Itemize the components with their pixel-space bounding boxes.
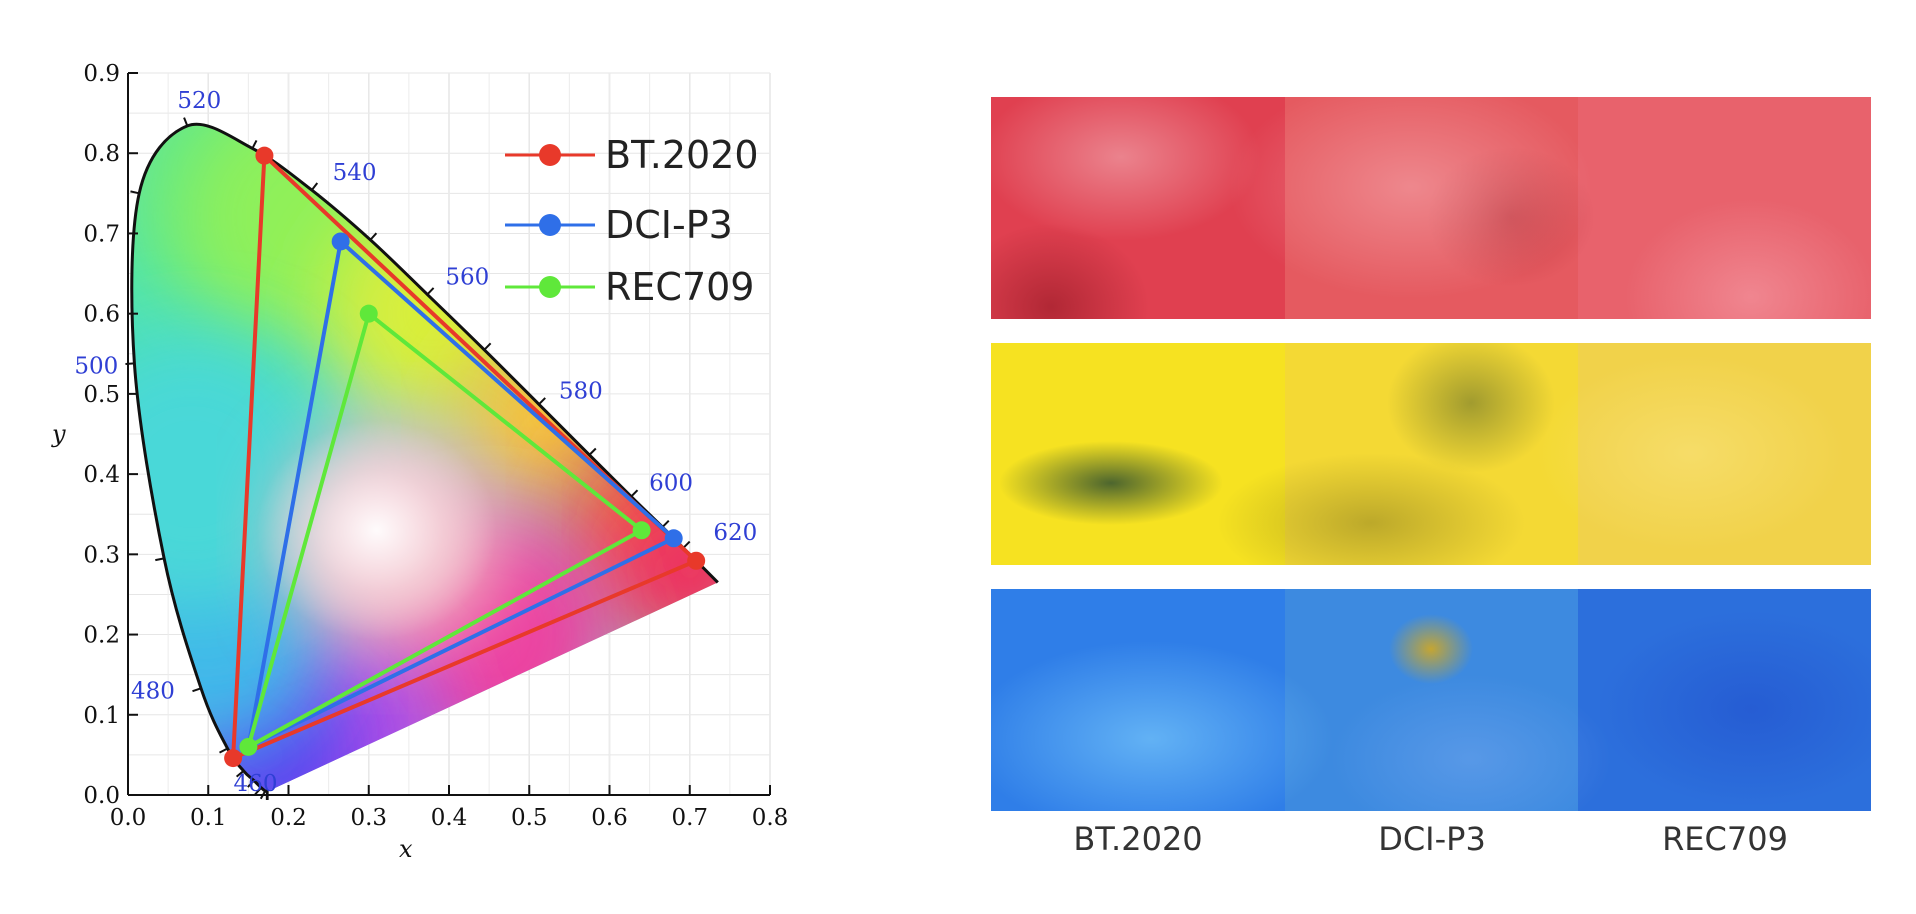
legend-label: BT.2020 <box>605 133 759 177</box>
y-tick-label: 0.2 <box>83 623 120 649</box>
wavelength-label: 540 <box>333 160 377 186</box>
gamut-rec709-vertex <box>632 521 651 540</box>
locus-tick <box>254 787 262 796</box>
x-tick-label: 0.2 <box>270 805 307 831</box>
locus-tick <box>251 139 258 149</box>
y-tick-label: 0.7 <box>83 221 120 247</box>
locus-tick <box>219 747 228 754</box>
locus-tick <box>682 540 691 549</box>
locus-tick <box>369 232 378 241</box>
locus-tick <box>125 362 135 366</box>
gamut-dci-p3-vertex <box>664 529 683 548</box>
y-tick-label: 0.8 <box>83 141 120 167</box>
wavelength-label: 620 <box>713 520 757 546</box>
x-tick-label: 0.1 <box>190 805 227 831</box>
gamut-triangles <box>224 146 706 768</box>
spectral-locus-ticks <box>125 117 691 800</box>
locus-tick <box>630 489 639 498</box>
column-label-rec709: REC709 <box>1662 820 1788 858</box>
wavelength-label: 460 <box>234 771 278 797</box>
legend-label: REC709 <box>605 265 754 309</box>
y-tick-label: 0.5 <box>83 382 120 408</box>
x-tick-label: 0.5 <box>511 805 548 831</box>
y-tick-label: 0.9 <box>83 61 120 87</box>
swatch-row-red-rose <box>991 97 1871 319</box>
locus-tick <box>183 117 189 127</box>
y-tick-label: 0.4 <box>83 462 120 488</box>
gamut-dci-p3-vertex <box>331 232 350 251</box>
gamut-bt-2020-vertex <box>224 749 243 768</box>
locus-tick <box>661 519 670 528</box>
gamut-bt-2020-vertex <box>255 146 274 165</box>
locus-tick <box>310 182 319 191</box>
x-tick-label: 0.3 <box>350 805 387 831</box>
swatch-blue-petal-bt-2020 <box>991 589 1285 811</box>
swatch-red-rose-dci-p3 <box>1285 97 1578 319</box>
swatch-red-rose-rec709 <box>1578 97 1871 319</box>
x-tick-label: 0.7 <box>671 805 708 831</box>
swatch-row-yellow-flower <box>991 343 1871 565</box>
swatch-yellow-flower-rec709 <box>1578 343 1871 565</box>
y-axis-title: y <box>51 420 66 448</box>
locus-tick <box>192 687 202 693</box>
legend-marker <box>539 144 561 166</box>
wavelength-label: 520 <box>177 88 221 114</box>
cie-chart-svg: 460 480 500 520 540 560 580 600 620 0.0 0.1 0.2 0.3… <box>51 61 788 863</box>
column-label-dcip3: DCI-P3 <box>1378 820 1486 858</box>
swatch-yellow-flower-bt-2020 <box>991 343 1285 565</box>
column-label-bt2020: BT.2020 <box>1073 820 1203 858</box>
white-point-glow <box>256 420 497 641</box>
x-tick-label: 0.8 <box>752 805 789 831</box>
gamut-bt-2020-vertex <box>687 551 706 570</box>
locus-tick <box>155 557 165 562</box>
chart-legend: BT.2020 DCI-P3 REC709 <box>505 133 759 309</box>
locus-tick <box>483 342 492 351</box>
wavelength-label: 600 <box>649 471 693 497</box>
locus-tick <box>235 770 245 778</box>
x-axis-title: x <box>399 835 413 863</box>
gamut-dci-p3-triangle <box>246 239 676 749</box>
gamut-rec709-vertex <box>239 737 258 756</box>
x-tick-label: 0.6 <box>591 805 628 831</box>
swatch-blue-petal-rec709 <box>1578 589 1871 811</box>
legend-label: DCI-P3 <box>605 203 733 247</box>
gamut-bt-2020-triangle <box>231 153 699 761</box>
y-tick-label: 0.1 <box>83 703 120 729</box>
legend-marker <box>539 276 561 298</box>
chart-axes: 0.0 0.1 0.2 0.3 0.4 0.5 0.6 0.7 0.8 0.0 0.1 0.2 0.3 0… <box>51 61 788 863</box>
swatch-row-blue-petal <box>991 589 1871 811</box>
y-tick-label: 0.0 <box>83 783 120 809</box>
gamut-rec709-vertex <box>359 304 378 323</box>
comparison-column-labels: BT.2020 DCI-P3 REC709 <box>991 820 1871 870</box>
wavelength-label: 500 <box>74 353 118 379</box>
swatch-blue-petal-dci-p3 <box>1285 589 1578 811</box>
gamut-rec709-triangle <box>246 311 644 749</box>
y-tick-label: 0.3 <box>83 542 120 568</box>
wavelength-label: 580 <box>559 378 603 404</box>
locus-tick <box>588 447 597 456</box>
wavelength-labels: 460 480 500 520 540 560 580 600 620 <box>74 88 757 797</box>
swatch-yellow-flower-dci-p3 <box>1285 343 1578 565</box>
legend-marker <box>539 214 561 236</box>
locus-tick <box>426 287 435 296</box>
x-tick-label: 0.4 <box>431 805 468 831</box>
locus-tick <box>247 779 255 788</box>
wavelength-label: 560 <box>445 264 489 290</box>
wavelength-label: 480 <box>131 678 175 704</box>
swatch-red-rose-bt-2020 <box>991 97 1285 319</box>
cie-chromaticity-chart: 460 480 500 520 540 560 580 600 620 0.0 0.1 0.2 0.3… <box>0 0 820 914</box>
locus-tick <box>130 190 140 195</box>
gamut-comparison-panel <box>991 97 1871 835</box>
locus-tick <box>538 397 546 406</box>
y-tick-label: 0.6 <box>83 302 120 328</box>
x-tick-label: 0.0 <box>110 805 147 831</box>
